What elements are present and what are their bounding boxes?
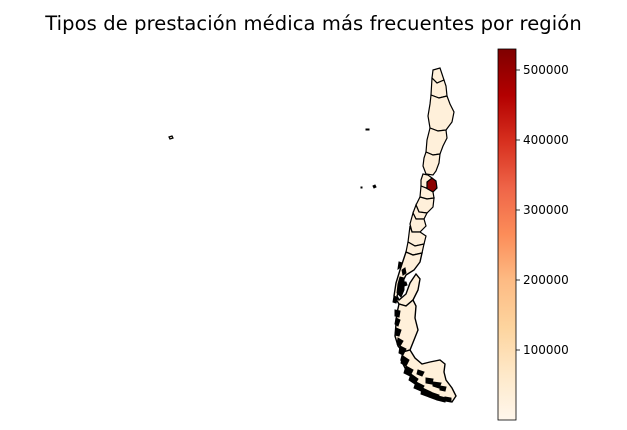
colorbar-gradient — [497, 48, 517, 421]
colorbar-tick-label: 500000 — [523, 63, 569, 77]
island-juan-fernandez-2 — [372, 184, 377, 189]
colorbar-ticks: 100000 200000 300000 400000 500000 — [516, 63, 569, 357]
island-sala-y-gomez — [365, 128, 370, 131]
colorbar-tick-label: 100000 — [523, 343, 569, 357]
colorbar-tick-label: 300000 — [523, 203, 569, 217]
colorbar-tick-label: 400000 — [523, 133, 569, 147]
region-chiloe — [396, 276, 405, 298]
region-aysen — [394, 298, 419, 353]
region-biobio — [409, 211, 427, 233]
region-antofagasta — [427, 94, 455, 132]
island-easter — [168, 135, 174, 140]
chart-title: Tipos de prestación médica más frecuente… — [45, 12, 582, 35]
island-juan-fernandez-1 — [360, 186, 363, 189]
region-los-lagos — [393, 251, 423, 307]
colorbar-tick-label: 200000 — [523, 273, 569, 287]
southern-fjords — [392, 261, 452, 403]
region-atacama — [425, 127, 448, 156]
region-coquimbo — [422, 151, 441, 176]
